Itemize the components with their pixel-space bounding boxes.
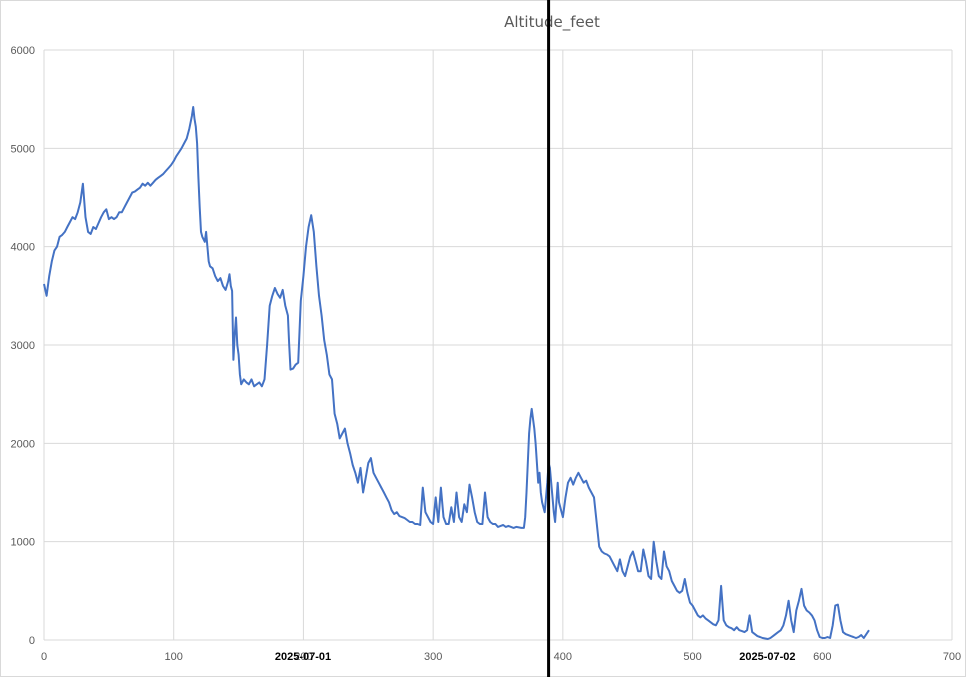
date-annotation: 2025-07-01 [275,651,331,663]
date-annotation: 2025-07-02 [739,651,795,663]
series-line [43,106,870,640]
y-tick-label: 0 [29,635,35,647]
annotations: 2025-07-01 2025-07-02 [275,0,796,677]
x-tick-label: 700 [943,651,961,663]
x-tick-label: 400 [554,651,572,663]
y-tick-label: 5000 [11,143,35,155]
gridlines [43,49,953,641]
y-tick-label: 1000 [11,537,35,549]
x-tick-label: 300 [424,651,442,663]
y-tick-label: 3000 [11,340,35,352]
chart-title: Altitude_feet [504,13,600,32]
y-tick-label: 6000 [11,45,35,57]
x-tick-label: 200 [294,651,312,663]
x-tick-label: 100 [165,651,183,663]
x-tick-label: 600 [813,651,831,663]
y-tick-label: 4000 [11,242,35,254]
x-tick-label: 500 [683,651,701,663]
x-tick-label: 0 [41,651,47,663]
y-tick-label: 2000 [11,438,35,450]
axes: 0 1000 2000 3000 4000 5000 6000 0 100 200 300 400 50… [11,45,962,663]
series-layer [43,106,870,640]
